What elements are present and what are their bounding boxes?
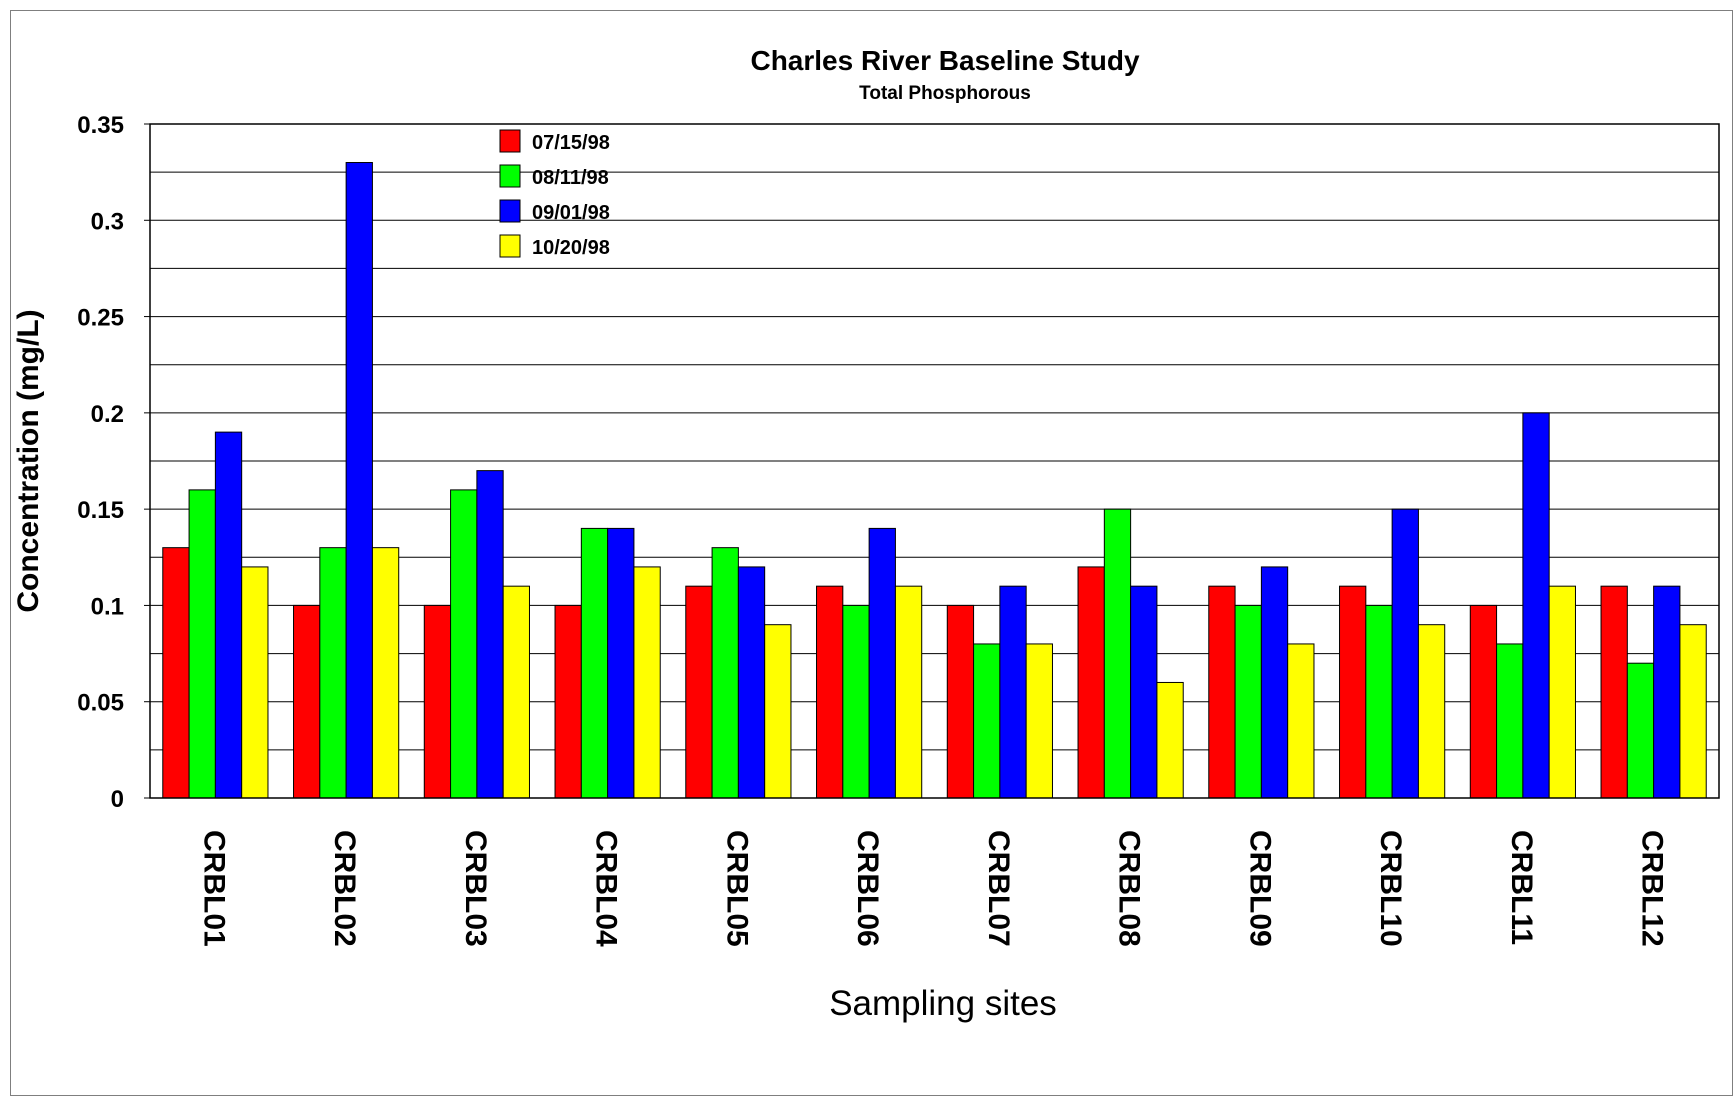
legend-swatch [499, 129, 521, 153]
bar-crbl11-4 [1548, 585, 1576, 799]
x-category-label: CRBL03 [459, 830, 492, 947]
bar-crbl06-4 [894, 585, 923, 799]
x-category-label: CRBL12 [1636, 830, 1669, 947]
bar-crbl08-2 [1103, 508, 1132, 799]
bar-crbl09-2 [1234, 604, 1262, 799]
bar-crbl03-3 [476, 470, 504, 799]
y-axis-label: Concentration (mg/L) [12, 309, 45, 612]
bar-crbl04-1 [554, 604, 582, 799]
bar-crbl04-2 [580, 527, 609, 799]
x-category-label: CRBL01 [197, 830, 230, 947]
y-axis-ticks: 0 0.05 0.1 0.15 0.2 0.25 0.3 0.35 [77, 112, 150, 813]
legend-swatch [499, 164, 521, 188]
y-tick-label: 0.1 [91, 593, 124, 620]
bar-crbl10-1 [1339, 585, 1367, 799]
legend-label: 10/20/98 [532, 237, 610, 259]
y-tick-label: 0 [111, 786, 124, 813]
legend-label: 07/15/98 [532, 132, 610, 154]
bar-crbl08-1 [1077, 566, 1105, 799]
bar-crbl09-3 [1260, 566, 1289, 799]
bar-crbl10-2 [1365, 604, 1393, 799]
y-tick-label: 0.3 [91, 208, 124, 235]
plot-area [149, 123, 1720, 799]
bar-crbl10-3 [1391, 508, 1419, 799]
bar-crbl07-1 [946, 604, 975, 799]
y-tick-label: 0.05 [77, 690, 124, 717]
bar-crbl02-3 [345, 162, 373, 799]
bar-crbl12-4 [1679, 624, 1707, 799]
x-category-label: CRBL02 [328, 830, 361, 947]
x-category-label: CRBL07 [982, 830, 1015, 947]
legend: 07/15/98 08/11/98 09/01/98 10/20/98 [499, 129, 610, 259]
bar-crbl01-3 [214, 431, 243, 799]
bar-crbl05-4 [764, 624, 792, 799]
bar-crbl08-3 [1130, 585, 1158, 799]
bar-crbl03-1 [423, 604, 452, 799]
chart-title: Charles River Baseline Study [750, 45, 1139, 76]
bar-crbl10-4 [1417, 624, 1446, 799]
x-category-label: CRBL05 [720, 830, 753, 947]
bar-crbl11-3 [1522, 412, 1550, 799]
bar-crbl01-2 [188, 489, 216, 799]
x-category-label: CRBL04 [590, 830, 623, 947]
legend-swatch [499, 199, 521, 223]
bar-crbl02-2 [319, 547, 347, 799]
bar-crbl09-1 [1208, 585, 1236, 799]
bar-crbl07-4 [1025, 643, 1053, 799]
bar-crbl02-4 [371, 547, 400, 799]
bar-crbl01-4 [241, 566, 269, 799]
x-category-label: CRBL11 [1505, 830, 1538, 945]
bar-crbl03-4 [502, 585, 530, 799]
bar-crbl05-1 [685, 585, 713, 799]
bar-crbl02-1 [293, 604, 321, 799]
bar-crbl06-1 [816, 585, 844, 799]
x-category-label: CRBL09 [1243, 830, 1276, 947]
x-axis-categories: CRBL01 CRBL02 CRBL03 CRBL04 CRBL05 CRBL06 CRBL… [197, 830, 1668, 947]
bar-crbl11-1 [1469, 604, 1498, 799]
legend-label: 08/11/98 [532, 167, 609, 189]
chart-subtitle: Total Phosphorous [859, 83, 1031, 104]
bars [162, 162, 1707, 799]
y-tick-label: 0.35 [77, 112, 124, 139]
bar-crbl08-4 [1156, 681, 1184, 799]
bar-crbl12-1 [1600, 585, 1628, 799]
bar-crbl01-1 [162, 547, 190, 799]
bar-crbl07-3 [999, 585, 1027, 799]
bar-crbl05-2 [711, 547, 739, 799]
bar-crbl11-2 [1496, 643, 1524, 799]
gridlines [150, 171, 1719, 751]
y-tick-label: 0.15 [77, 497, 124, 524]
legend-swatch [499, 234, 521, 258]
bar-crbl05-3 [737, 566, 766, 799]
bar-crbl12-3 [1653, 585, 1681, 799]
bar-crbl04-4 [633, 566, 661, 799]
y-tick-label: 0.2 [91, 401, 124, 428]
bar-crbl12-2 [1626, 662, 1655, 799]
bar-crbl03-2 [450, 489, 478, 799]
bar-crbl07-2 [973, 643, 1001, 799]
x-category-label: CRBL08 [1113, 830, 1146, 947]
bar-crbl06-3 [868, 527, 896, 799]
x-category-label: CRBL06 [851, 830, 884, 947]
legend-label: 09/01/98 [532, 202, 610, 224]
bar-crbl06-2 [842, 604, 870, 799]
y-tick-label: 0.25 [77, 305, 124, 332]
x-category-label: CRBL10 [1374, 830, 1407, 947]
bar-crbl09-4 [1287, 643, 1315, 799]
bar-crbl04-3 [607, 527, 635, 799]
x-axis-label: Sampling sites [829, 984, 1057, 1023]
